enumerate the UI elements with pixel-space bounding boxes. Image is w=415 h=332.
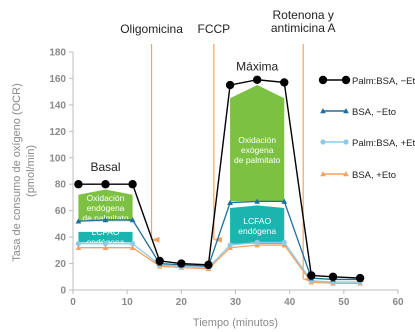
region-label: Oxidación [238,135,276,145]
data-point [75,241,82,247]
data-point [320,139,326,145]
legend: Palm:BSA, −Eto BSA, −Eto Palm:BSA, +Eto BSA… [318,75,415,181]
axes: 0 10 20 30 40 50 60 0 20 40 60 80 100 120 140 160 180 T… [11,48,404,330]
y-axis-label: Tasa de consumo de oxígeno (OCR) (pmol/m… [11,80,37,262]
phase-label: Máxima [236,60,278,74]
region-label: LCFAO [92,227,120,237]
data-point [225,80,235,90]
legend-item-3: BSA, +Eto [320,170,396,181]
injection-label: antimicina A [271,21,336,35]
data-point [128,180,137,189]
x-tick-label: 60 [392,297,404,308]
data-point [320,171,326,177]
legend-label: Palm:BSA, +Eto [352,138,415,149]
data-point [74,180,83,189]
legend-label: BSA, +Eto [352,170,396,181]
data-point [102,244,109,250]
y-axis-label-line-2: (pmol/min) [25,145,37,197]
x-tick-label: 50 [338,297,350,308]
data-point [252,75,262,84]
data-point [155,256,164,266]
legend-label: Palm:BSA, −Eto [352,76,415,87]
data-point [129,217,136,223]
data-point [280,78,289,87]
series-line [78,200,361,281]
y-axis-label-line-1: Tasa de consumo de oxígeno (OCR) [11,83,23,262]
region-label: endógena [238,226,276,236]
series-line [78,241,361,283]
phase-labels: Basal Máxima [90,60,278,174]
data-point [204,260,213,270]
y-ticks: 0 20 40 60 80 100 120 140 160 180 [49,48,73,297]
phase-label: Basal [90,160,120,174]
data-point [75,218,82,224]
data-point [102,217,109,223]
region-oxid-palmitate-basal [78,189,133,222]
series-line [78,79,361,279]
data-point [328,272,338,281]
legend-item-2: Palm:BSA, +Eto [320,138,415,149]
region-oxid-palmitate-max [230,85,285,202]
data-point [101,180,110,189]
y-tick-label: 180 [49,48,66,59]
legend-label: BSA, −Eto [352,107,396,118]
y-tick-label: 160 [49,74,66,85]
injection-label: Oligomicina [120,22,183,36]
data-point [355,273,365,283]
data-point [227,242,233,248]
x-ticks: 0 10 20 30 40 50 60 [70,290,404,308]
x-tick-label: 40 [284,297,296,308]
region-lcfao-max [230,205,285,244]
y-tick-label: 80 [55,180,67,191]
region-label: LCFAO [243,216,271,226]
series-lines [74,75,365,286]
data-point [227,199,233,206]
legend-item-0: Palm:BSA, −Eto [318,75,415,87]
data-point [102,241,109,247]
data-point [281,239,287,245]
region-label: Oxidación [87,193,125,203]
data-point [343,171,349,177]
region-lcfao-basal [78,231,133,243]
x-tick-label: 20 [176,297,188,308]
data-point [254,239,260,245]
x-tick-label: 10 [122,297,134,308]
data-point [318,75,328,85]
data-point [129,244,136,250]
y-tick-label: 140 [49,100,66,111]
y-tick-label: 40 [55,233,67,244]
region-label: exógena [241,145,274,155]
x-tick-label: 30 [230,297,242,308]
injection-label: FCCP [197,22,230,36]
region-label: endógena [87,203,125,213]
legend-item-1: BSA, −Eto [320,107,396,118]
y-tick-label: 0 [60,286,66,297]
data-point [281,198,288,204]
data-point [75,244,82,250]
data-point [343,108,349,114]
series-line [78,244,361,285]
data-point [307,271,316,280]
y-tick-label: 20 [55,259,67,270]
x-tick-label: 0 [70,297,76,308]
data-point [177,259,186,268]
x-axis-label: Tiempo (minutos) [193,317,278,329]
data-point [341,75,351,85]
y-tick-label: 120 [49,127,66,138]
injection-label: Rotenona y [273,8,334,22]
data-point [129,241,136,247]
data-point [320,108,326,114]
y-tick-label: 100 [49,153,66,164]
series-0 [74,75,365,283]
region-label: de palmitato [234,155,281,165]
data-point [254,198,261,204]
y-tick-label: 60 [55,206,67,217]
data-point [343,139,349,145]
